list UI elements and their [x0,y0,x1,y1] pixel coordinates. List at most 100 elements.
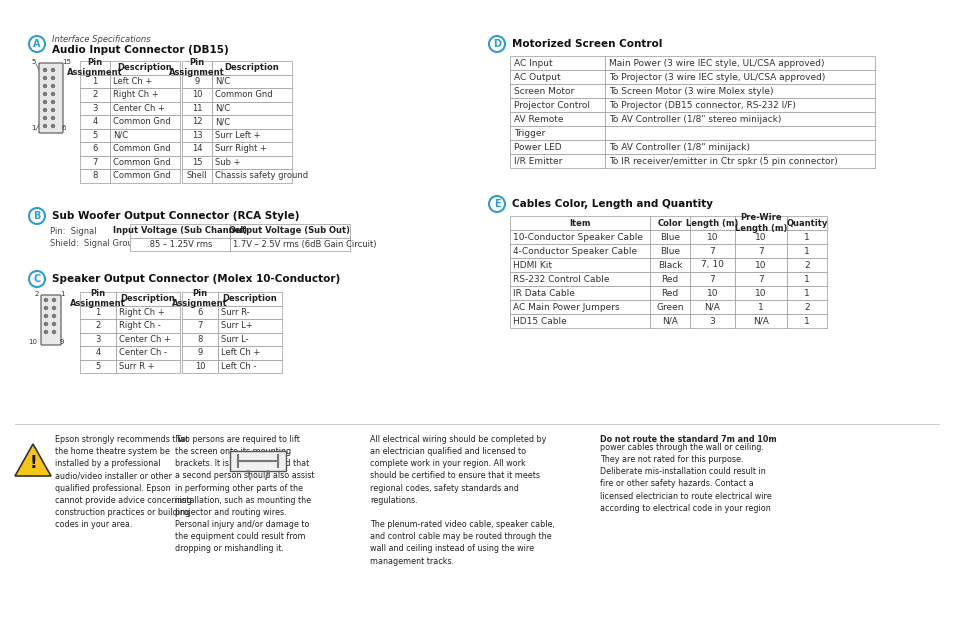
Text: AC Main Power Jumpers: AC Main Power Jumpers [513,303,619,311]
Text: 9: 9 [194,77,199,86]
Circle shape [51,124,54,128]
Text: 5: 5 [92,131,97,140]
Text: Epson strongly recommends that
the home theatre system be
installed by a profess: Epson strongly recommends that the home … [55,435,192,529]
Bar [110,155,180,169]
Bar [604,84,874,98]
Text: .85 – 1.25V rms: .85 – 1.25V rms [147,240,213,249]
Circle shape [45,306,48,310]
Text: HDMI Kit: HDMI Kit [513,261,552,269]
Circle shape [44,108,47,111]
Text: Red: Red [660,288,678,298]
Bar [212,61,292,74]
Text: Output Voltage (Sub Out): Output Voltage (Sub Out) [230,227,350,235]
Bar [218,346,282,360]
Bar [649,216,689,230]
Bar [182,88,212,102]
Text: 7, 10: 7, 10 [700,261,723,269]
Text: Motorized Screen Control: Motorized Screen Control [512,39,661,49]
Text: C: C [33,274,41,284]
Text: 6: 6 [62,125,67,131]
Text: 2: 2 [92,90,97,99]
FancyBboxPatch shape [39,63,63,133]
Bar [80,155,110,169]
Text: N/A: N/A [661,316,678,326]
Text: Center Ch +: Center Ch + [112,104,165,113]
Text: 10: 10 [706,233,718,241]
Text: 3: 3 [95,335,101,344]
Text: 1: 1 [92,77,97,86]
Text: 10: 10 [755,261,766,269]
Bar [212,115,292,129]
Text: Projector Control: Projector Control [514,100,589,110]
Bar [80,332,116,346]
Bar [212,169,292,183]
Text: Interface Specifications: Interface Specifications [52,35,151,43]
Text: Center Ch -: Center Ch - [119,348,167,357]
Text: Pin
Assignment: Pin Assignment [172,289,228,308]
Text: Sub +: Sub + [214,158,240,167]
Text: 7: 7 [758,246,763,256]
Bar [510,314,649,328]
Text: Audio Input Connector (DB15): Audio Input Connector (DB15) [52,45,229,55]
Bar [80,346,116,360]
Bar [218,319,282,332]
Text: 1: 1 [31,125,36,131]
Bar [130,224,230,238]
Bar [212,142,292,155]
Bar [604,70,874,84]
Circle shape [45,298,48,301]
Bar [212,102,292,115]
Bar [734,286,786,300]
Circle shape [52,331,55,334]
Bar [689,300,734,314]
Circle shape [44,69,47,72]
Text: 1.7V – 2.5V rms (6dB Gain Circuit): 1.7V – 2.5V rms (6dB Gain Circuit) [233,240,376,249]
Bar [80,61,110,74]
Circle shape [52,298,55,301]
Text: 6: 6 [92,144,97,154]
Bar [734,314,786,328]
Text: Item: Item [569,219,590,228]
Text: N/C: N/C [112,131,128,140]
Text: N/A: N/A [704,303,720,311]
Bar [649,300,689,314]
Circle shape [45,314,48,318]
Text: Pre-Wire
Length (m): Pre-Wire Length (m) [734,214,786,233]
Bar [689,272,734,286]
Bar [80,102,110,115]
Text: Black: Black [657,261,681,269]
Circle shape [44,100,47,103]
Bar [230,238,350,251]
Text: 7: 7 [709,246,715,256]
Bar [182,61,212,74]
Bar [212,155,292,169]
Bar [80,292,116,306]
Circle shape [52,322,55,326]
Bar [182,346,218,360]
Bar [116,292,180,306]
Text: AV Remote: AV Remote [514,115,563,124]
Text: 7: 7 [197,321,202,331]
Circle shape [51,85,54,87]
Text: To Projector (DB15 connector, RS-232 I/F): To Projector (DB15 connector, RS-232 I/F… [608,100,795,110]
Bar [80,88,110,102]
Bar [230,451,286,471]
Bar [218,306,282,319]
Text: Pin
Assignment: Pin Assignment [169,58,225,77]
Bar [786,300,826,314]
Text: To Screen Motor (3 wire Molex style): To Screen Motor (3 wire Molex style) [608,87,773,95]
Text: 9: 9 [197,348,202,357]
Bar [604,56,874,70]
Bar [80,319,116,332]
Text: Shield:  Signal Ground: Shield: Signal Ground [50,238,144,248]
Bar [786,216,826,230]
Bar [510,230,649,244]
Text: 3: 3 [92,104,97,113]
Text: Sub Woofer Output Connector (RCA Style): Sub Woofer Output Connector (RCA Style) [52,211,299,221]
Text: Color: Color [657,219,681,228]
Bar [116,319,180,332]
Bar [604,154,874,168]
Bar [80,115,110,129]
Circle shape [44,124,47,128]
Circle shape [51,116,54,119]
